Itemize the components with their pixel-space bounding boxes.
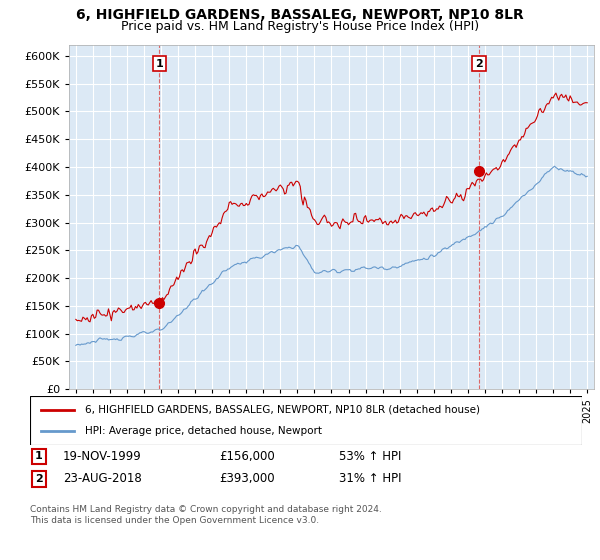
Text: 2: 2 xyxy=(475,59,483,68)
Text: 2: 2 xyxy=(35,474,43,484)
Text: £393,000: £393,000 xyxy=(219,472,275,486)
FancyBboxPatch shape xyxy=(30,396,582,445)
Text: HPI: Average price, detached house, Newport: HPI: Average price, detached house, Newp… xyxy=(85,426,322,436)
Text: 1: 1 xyxy=(35,451,43,461)
Text: 53% ↑ HPI: 53% ↑ HPI xyxy=(339,450,401,463)
Text: 6, HIGHFIELD GARDENS, BASSALEG, NEWPORT, NP10 8LR (detached house): 6, HIGHFIELD GARDENS, BASSALEG, NEWPORT,… xyxy=(85,405,480,415)
Text: 23-AUG-2018: 23-AUG-2018 xyxy=(63,472,142,486)
Text: 31% ↑ HPI: 31% ↑ HPI xyxy=(339,472,401,486)
Text: Contains HM Land Registry data © Crown copyright and database right 2024.
This d: Contains HM Land Registry data © Crown c… xyxy=(30,505,382,525)
Text: 1: 1 xyxy=(155,59,163,68)
Text: 6, HIGHFIELD GARDENS, BASSALEG, NEWPORT, NP10 8LR: 6, HIGHFIELD GARDENS, BASSALEG, NEWPORT,… xyxy=(76,8,524,22)
Text: 19-NOV-1999: 19-NOV-1999 xyxy=(63,450,142,463)
Text: £156,000: £156,000 xyxy=(219,450,275,463)
Text: Price paid vs. HM Land Registry's House Price Index (HPI): Price paid vs. HM Land Registry's House … xyxy=(121,20,479,32)
